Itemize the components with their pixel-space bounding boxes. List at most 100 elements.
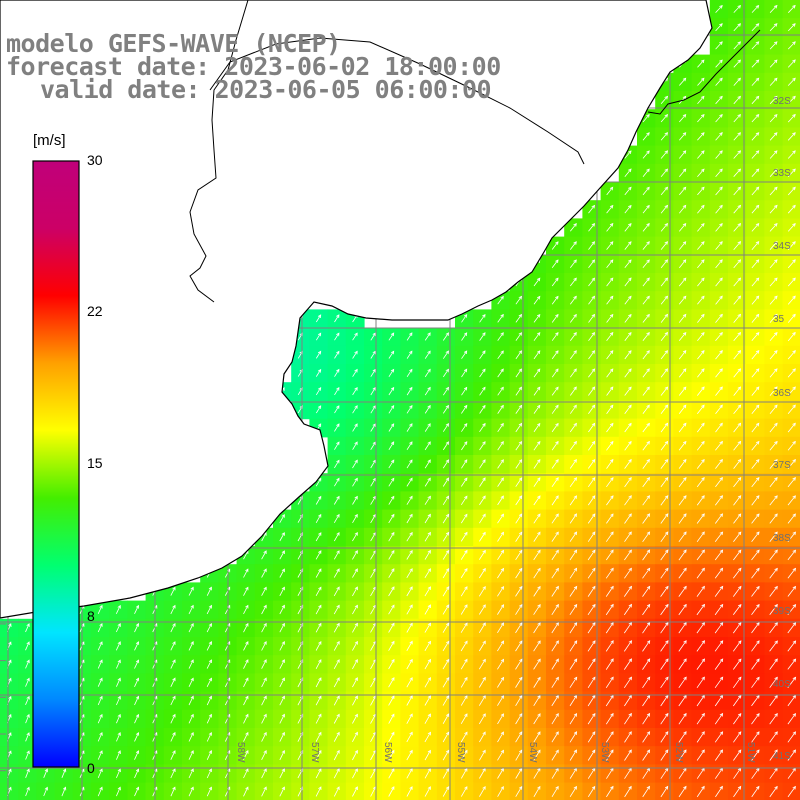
arrow-head bbox=[773, 4, 778, 9]
arrow-head bbox=[719, 186, 723, 191]
arrow-shaft bbox=[678, 749, 687, 761]
arrow-shaft bbox=[479, 477, 486, 487]
arrow-head bbox=[792, 386, 796, 391]
arrow-head bbox=[701, 368, 705, 372]
arrow-head bbox=[700, 59, 705, 64]
arrow-shaft bbox=[733, 513, 742, 524]
arrow-shaft bbox=[787, 495, 796, 506]
arrow-head bbox=[519, 640, 523, 645]
arrow-shaft bbox=[751, 41, 759, 50]
field-cell bbox=[764, 637, 784, 656]
wind-arrow bbox=[25, 750, 30, 760]
field-cell bbox=[236, 709, 256, 729]
wind-arrow bbox=[533, 604, 541, 615]
arrow-shaft bbox=[714, 513, 723, 524]
field-cell bbox=[709, 709, 729, 729]
field-cell bbox=[764, 509, 784, 529]
wind-arrow bbox=[642, 313, 650, 323]
arrow-head bbox=[756, 658, 760, 663]
arrow-head bbox=[609, 259, 614, 263]
arrow-shaft bbox=[624, 731, 632, 743]
arrow-shaft bbox=[733, 731, 742, 743]
arrow-shaft bbox=[733, 114, 741, 123]
field-cell bbox=[582, 382, 602, 401]
wind-arrow bbox=[406, 749, 413, 761]
arrow-shaft bbox=[733, 495, 742, 506]
field-cell bbox=[418, 436, 438, 456]
arrow-shaft bbox=[442, 514, 450, 524]
field-cell bbox=[582, 327, 602, 347]
arrow-head bbox=[719, 259, 723, 263]
arrow-shaft bbox=[370, 677, 377, 688]
arrow-head bbox=[391, 477, 395, 482]
field-cell bbox=[491, 364, 511, 383]
arrow-shaft bbox=[733, 132, 741, 141]
arrow-head bbox=[536, 368, 541, 373]
wind-arrow bbox=[715, 150, 723, 159]
arrow-shaft bbox=[660, 350, 668, 360]
arrow-shaft bbox=[587, 749, 596, 761]
wind-arrow bbox=[587, 459, 596, 469]
arrow-shaft bbox=[697, 223, 705, 232]
field-cell bbox=[637, 691, 656, 711]
arrow-shaft bbox=[170, 732, 176, 742]
field-cell bbox=[345, 527, 365, 547]
field-cell bbox=[582, 345, 602, 365]
arrow-shaft bbox=[406, 768, 413, 779]
arrow-shaft bbox=[515, 405, 522, 414]
arrow-shaft bbox=[261, 696, 267, 706]
arrow-shaft bbox=[660, 676, 669, 689]
wind-arrow bbox=[569, 713, 578, 725]
arrow-head bbox=[591, 277, 595, 282]
arrow-shaft bbox=[406, 550, 413, 560]
wind-arrow bbox=[406, 622, 413, 633]
field-cell bbox=[509, 491, 529, 511]
colorbar-tick-0: 0 bbox=[87, 760, 95, 776]
arrow-head bbox=[354, 568, 358, 573]
arrow-head bbox=[664, 313, 669, 318]
wind-arrow bbox=[769, 676, 778, 688]
field-cell bbox=[582, 564, 602, 583]
wind-arrow bbox=[333, 640, 340, 651]
arrow-head bbox=[354, 768, 358, 772]
field-cell bbox=[691, 309, 711, 329]
field-cell bbox=[673, 291, 693, 310]
field-cell bbox=[691, 291, 711, 310]
wind-arrow bbox=[696, 549, 705, 561]
arrow-head bbox=[646, 313, 650, 318]
arrow-head bbox=[555, 259, 559, 264]
wind-arrow bbox=[569, 440, 577, 451]
arrow-head bbox=[445, 695, 450, 699]
arrow-shaft bbox=[787, 768, 796, 779]
arrow-shaft bbox=[315, 659, 322, 669]
field-cell bbox=[473, 527, 492, 547]
wind-arrow bbox=[406, 786, 413, 797]
arrow-head bbox=[500, 313, 504, 318]
field-cell bbox=[618, 309, 638, 329]
arrow-shaft bbox=[678, 513, 687, 524]
wind-arrow bbox=[479, 386, 486, 396]
arrow-head bbox=[701, 204, 705, 209]
arrow-head bbox=[537, 567, 541, 572]
wind-arrow bbox=[188, 695, 194, 706]
wind-arrow bbox=[733, 386, 742, 396]
arrow-shaft bbox=[660, 640, 669, 652]
arrow-shaft bbox=[315, 605, 322, 615]
arrow-head bbox=[792, 41, 796, 45]
wind-arrow bbox=[206, 750, 212, 760]
field-cell bbox=[273, 582, 292, 602]
arrow-shaft bbox=[170, 696, 176, 706]
arrow-shaft bbox=[478, 659, 486, 670]
field-cell bbox=[382, 637, 401, 656]
field-cell bbox=[764, 200, 784, 219]
arrow-head bbox=[555, 313, 559, 318]
wind-arrow bbox=[715, 422, 723, 433]
country-border bbox=[189, 0, 249, 303]
arrow-shaft bbox=[624, 695, 632, 707]
wind-arrow bbox=[569, 422, 577, 433]
arrow-shaft bbox=[261, 750, 267, 760]
arrow-head bbox=[26, 623, 30, 627]
arrow-shaft bbox=[696, 495, 705, 506]
arrow-shaft bbox=[787, 604, 796, 615]
wind-arrow bbox=[134, 641, 140, 651]
